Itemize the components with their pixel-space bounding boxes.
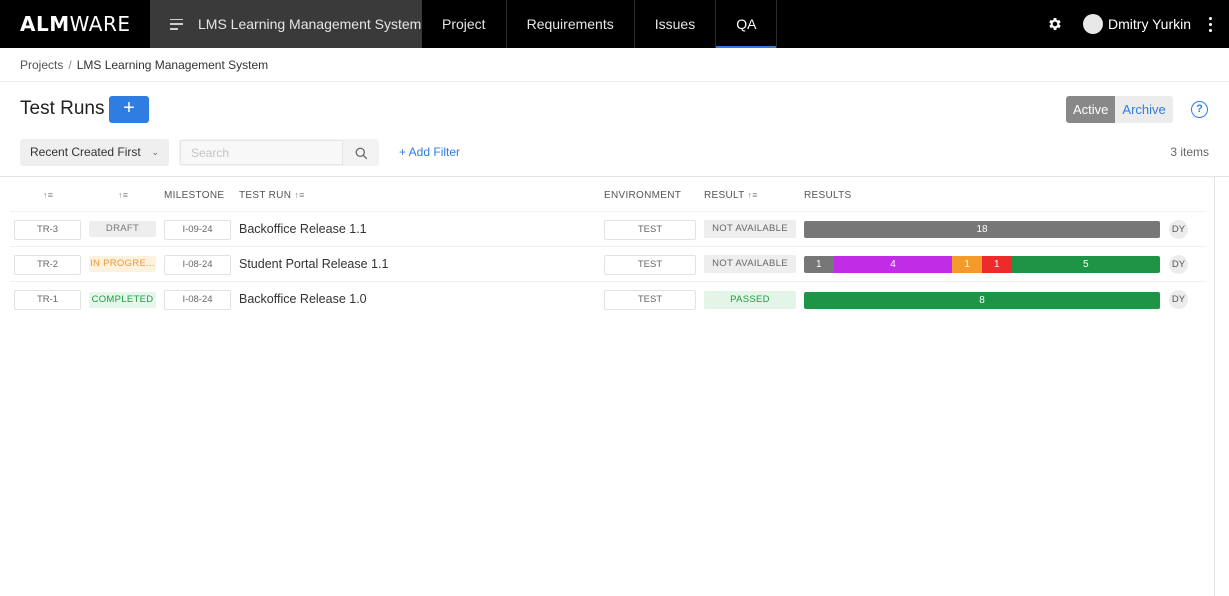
help-icon[interactable]: ? — [1191, 101, 1208, 118]
column-header-milestone: MILESTONE — [164, 190, 225, 201]
toggle-archive[interactable]: Archive — [1115, 96, 1173, 123]
environment-badge: TEST — [604, 255, 696, 275]
status-badge: IN PROGRE... — [89, 256, 156, 272]
results-bar[interactable]: 8 — [804, 292, 1160, 309]
results-bar-segment: 8 — [804, 292, 1160, 309]
results-bar-segment: 18 — [804, 221, 1160, 238]
results-bar-segment: 1 — [981, 256, 1012, 273]
test-run-name[interactable]: Backoffice Release 1.0 — [239, 292, 367, 306]
topbar-right: Dmitry Yurkin — [1047, 0, 1229, 48]
tab-project-label: Project — [442, 16, 486, 32]
item-count: 3 items — [1170, 145, 1209, 159]
test-run-id[interactable]: TR-1 — [14, 290, 81, 310]
divider — [0, 176, 1229, 177]
results-bar[interactable]: 18 — [804, 221, 1160, 238]
milestone-badge[interactable]: I-08-24 — [164, 290, 231, 310]
sort-icon: ↑≡ — [294, 190, 305, 200]
column-header-result[interactable]: RESULT ↑≡ — [704, 190, 758, 201]
milestone-badge[interactable]: I-08-24 — [164, 255, 231, 275]
menu-icon — [170, 18, 184, 30]
divider — [0, 81, 1229, 82]
results-bar-segment: 4 — [833, 256, 953, 273]
tab-issues[interactable]: Issues — [635, 0, 717, 48]
breadcrumb-projects-link[interactable]: Projects — [20, 58, 64, 72]
tab-qa-label: QA — [736, 16, 757, 32]
milestone-badge[interactable]: I-09-24 — [164, 220, 231, 240]
test-run-name[interactable]: Student Portal Release 1.1 — [239, 257, 389, 271]
results-bar-segment: 5 — [1011, 256, 1160, 273]
status-badge: COMPLETED — [89, 292, 156, 308]
sort-icon: ↑≡ — [747, 190, 758, 200]
project-switcher[interactable]: LMS Learning Management System — [150, 0, 422, 48]
project-switcher-label: LMS Learning Management System — [198, 16, 422, 32]
results-bar-segment: 1 — [804, 256, 834, 273]
tab-issues-label: Issues — [654, 16, 696, 32]
result-badge: NOT AVAILABLE — [704, 255, 796, 273]
column-header-results: RESULTS — [804, 190, 852, 201]
assignee-avatar[interactable]: DY — [1169, 220, 1188, 239]
column-header-result-label: RESULT — [704, 190, 745, 201]
result-badge: NOT AVAILABLE — [704, 220, 796, 238]
user-menu[interactable]: Dmitry Yurkin — [1083, 14, 1191, 34]
breadcrumb: Projects / LMS Learning Management System — [20, 58, 268, 72]
add-filter-button[interactable]: + Add Filter — [399, 145, 461, 159]
divider — [10, 246, 1205, 247]
almware-logo[interactable]: ALM WARE — [0, 0, 150, 48]
results-bar-segment: 1 — [952, 256, 982, 273]
tab-requirements-label: Requirements — [526, 16, 614, 32]
sort-select-label: Recent Created First — [30, 145, 141, 159]
page-title: Test Runs — [20, 98, 105, 119]
environment-badge: TEST — [604, 220, 696, 240]
kebab-menu-icon[interactable] — [1209, 16, 1213, 32]
assignee-avatar[interactable]: DY — [1169, 255, 1188, 274]
assignee-avatar[interactable]: DY — [1169, 290, 1188, 309]
search-icon — [355, 147, 368, 160]
tab-qa[interactable]: QA — [716, 0, 778, 48]
column-header-test-run-label: TEST RUN — [239, 190, 292, 201]
top-nav-bar: ALM WARE LMS Learning Management System P… — [0, 0, 1229, 48]
active-archive-toggle: Active Archive — [1066, 96, 1173, 123]
logo-bold-text: ALM — [20, 12, 70, 36]
result-badge: PASSED — [704, 291, 796, 309]
test-run-id[interactable]: TR-3 — [14, 220, 81, 240]
breadcrumb-current: LMS Learning Management System — [76, 58, 269, 72]
column-header-environment: ENVIRONMENT — [604, 190, 682, 201]
search-button[interactable] — [344, 139, 379, 166]
status-badge: DRAFT — [89, 221, 156, 237]
tab-requirements[interactable]: Requirements — [507, 0, 635, 48]
scrollbar-track[interactable] — [1214, 177, 1215, 596]
gear-icon[interactable] — [1047, 16, 1063, 32]
sort-status-column-icon[interactable]: ↑≡ — [118, 190, 129, 200]
user-name: Dmitry Yurkin — [1108, 16, 1191, 32]
add-test-run-button[interactable]: + — [109, 96, 149, 123]
sort-id-column-icon[interactable]: ↑≡ — [43, 190, 54, 200]
column-header-test-run[interactable]: TEST RUN ↑≡ — [239, 190, 305, 201]
environment-badge: TEST — [604, 290, 696, 310]
divider — [10, 211, 1205, 212]
divider — [10, 281, 1205, 282]
search-input[interactable] — [180, 140, 343, 165]
logo-rest-text: WARE — [69, 12, 131, 36]
toggle-active[interactable]: Active — [1066, 96, 1116, 123]
breadcrumb-separator: / — [68, 58, 72, 72]
search-box — [179, 139, 379, 166]
tab-project[interactable]: Project — [422, 0, 507, 48]
test-run-name[interactable]: Backoffice Release 1.1 — [239, 222, 367, 236]
sort-select[interactable]: Recent Created First ⌄ — [20, 139, 169, 166]
chevron-down-icon: ⌄ — [151, 147, 159, 157]
avatar — [1083, 14, 1104, 34]
test-run-id[interactable]: TR-2 — [14, 255, 81, 275]
